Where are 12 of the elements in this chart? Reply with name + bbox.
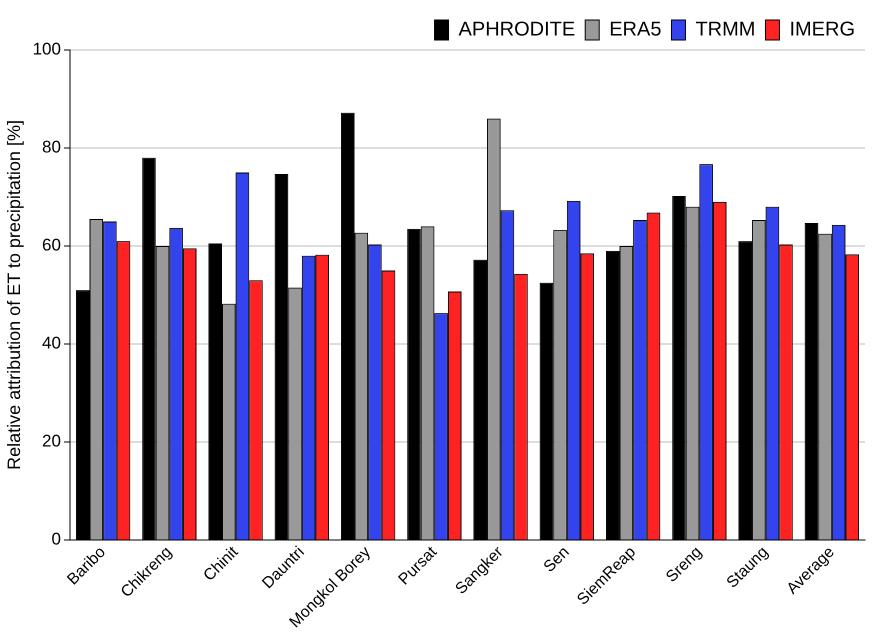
- y-tick-label: 80: [42, 138, 61, 157]
- x-tick-label: Sen: [540, 544, 573, 576]
- y-tick-label: 100: [32, 40, 61, 59]
- y-tick-label: 20: [42, 432, 61, 451]
- legend-label: APHRODITE: [458, 18, 576, 41]
- y-tick-label: 60: [42, 236, 61, 255]
- y-tick-label: 0: [51, 530, 61, 549]
- legend-label: TRMM: [695, 18, 756, 41]
- y-tick-label: 40: [42, 334, 61, 353]
- y-axis-title: Relative attribution of ET to precipitation [%]: [4, 120, 24, 470]
- legend-label: IMERG: [789, 18, 856, 41]
- legend-label: ERA5: [609, 18, 662, 41]
